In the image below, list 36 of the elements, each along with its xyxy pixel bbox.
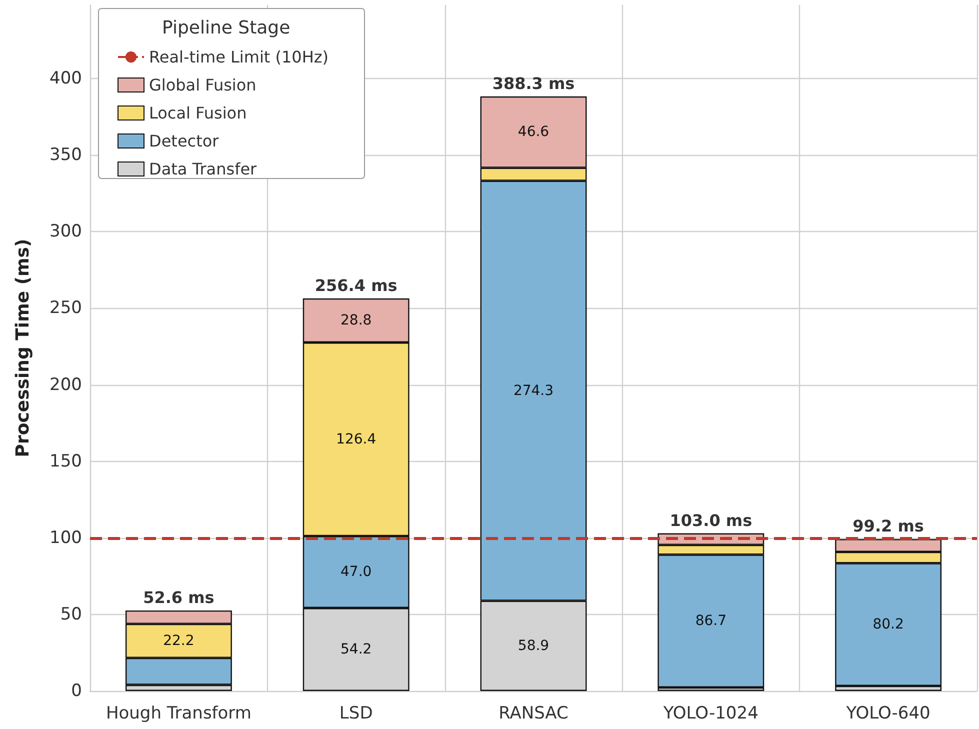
data-label: 126.4 — [336, 431, 376, 448]
data-label: 274.3 — [513, 382, 554, 399]
x-tick-label: LSD — [339, 704, 373, 724]
y-tick-label: 150 — [50, 451, 82, 472]
x-tick-label: Hough Transform — [106, 704, 252, 724]
legend-title: Pipeline Stage — [162, 18, 290, 38]
total-label: 256.4 ms — [314, 276, 398, 295]
legend-label: Real-time Limit (10Hz) — [149, 48, 329, 66]
y-tick-label: 400 — [50, 68, 82, 88]
y-tick-label: 50 — [60, 604, 82, 624]
x-tick-label: YOLO-1024 — [662, 704, 758, 724]
y-tick-label: 350 — [50, 145, 82, 166]
legend-label: Data Transfer — [149, 160, 258, 178]
y-tick-label: 200 — [50, 374, 82, 395]
total-label: 99.2 ms — [852, 516, 924, 536]
y-tick-label: 0 — [71, 681, 82, 701]
legend-label: Global Fusion — [149, 76, 256, 94]
x-tick-label: RANSAC — [498, 704, 568, 724]
total-label: 103.0 ms — [670, 510, 752, 530]
legend-label: Local Fusion — [149, 104, 247, 122]
legend-label: Detector — [149, 132, 220, 150]
data-label: 54.2 — [340, 642, 372, 658]
y-tick-label: 300 — [50, 222, 82, 242]
y-tick-label: 100 — [50, 528, 82, 548]
total-label: 388.3 ms — [492, 74, 575, 93]
y-tick-label: 250 — [50, 298, 82, 318]
data-label: 22.2 — [163, 632, 194, 649]
data-label: 46.6 — [518, 124, 550, 140]
y-axis-title: Processing Time (ms) — [12, 238, 34, 458]
data-label: 80.2 — [872, 616, 904, 633]
data-label: 47.0 — [340, 564, 372, 580]
total-label: 52.6 ms — [143, 588, 214, 607]
x-tick-label: YOLO-640 — [845, 704, 930, 724]
data-label: 28.8 — [340, 312, 372, 328]
data-label: 86.7 — [695, 613, 726, 630]
data-label: 58.9 — [518, 638, 550, 654]
